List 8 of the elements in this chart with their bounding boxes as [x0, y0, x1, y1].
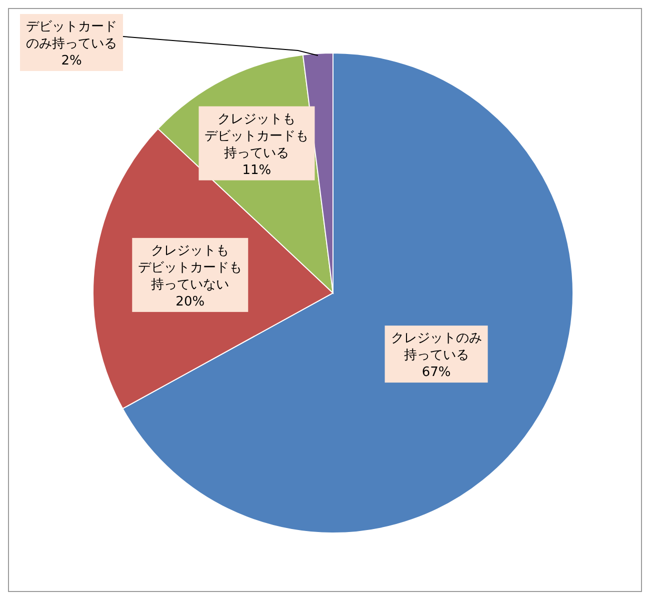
slice-label: クレジットのみ持っている [390, 331, 482, 364]
data-label: 67% [422, 365, 451, 380]
slice-label: デビットカードのみ持っている [26, 20, 117, 52]
data-label: 2% [61, 54, 82, 69]
data-label: 20% [176, 294, 205, 310]
data-label: 11% [242, 162, 272, 178]
slice-label: クレジットもデビットカードも持っている [204, 112, 309, 161]
slice-label: クレジットもデビットカードも持っていない [138, 244, 242, 293]
